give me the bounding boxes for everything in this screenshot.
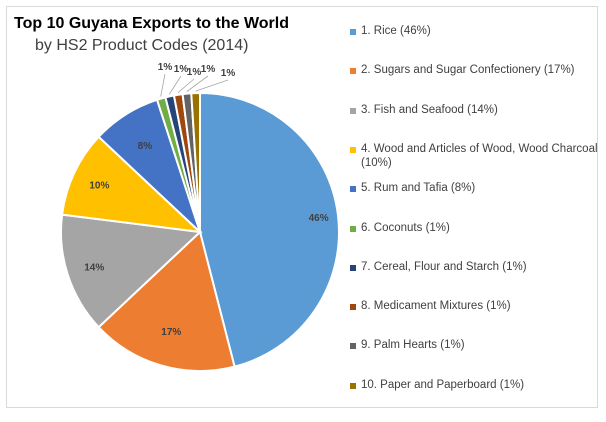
slice-data-label: 17%: [161, 327, 181, 338]
leader-line: [186, 75, 209, 92]
legend-item: 1. Rice (46%): [350, 24, 431, 38]
legend-item: 7. Cereal, Flour and Starch (1%): [350, 260, 527, 274]
legend-item: 4. Wood and Articles of Wood, Wood Charc…: [350, 142, 598, 170]
slice-data-label: 1%: [221, 68, 236, 79]
pie-slice: [97, 230, 236, 372]
legend-label: 10. Paper and Paperboard (1%): [361, 379, 525, 391]
leader-line: [168, 75, 182, 95]
legend-item: 3. Fish and Seafood (14%): [350, 103, 498, 117]
legend-item: 2. Sugars and Sugar Confectionery (17%): [350, 63, 575, 77]
legend-swatch: [350, 186, 356, 192]
legend-swatch: [350, 108, 356, 114]
legend-item: 9. Palm Hearts (1%): [350, 338, 465, 352]
legend-label: 7. Cereal, Flour and Starch (1%): [361, 261, 527, 273]
slice-data-label: 1%: [201, 64, 216, 75]
legend-swatch: [350, 226, 356, 232]
legend-swatch: [350, 304, 356, 310]
leader-line: [177, 78, 195, 94]
legend-item: 6. Coconuts (1%): [350, 221, 450, 235]
legend-label: 6. Coconuts (1%): [361, 222, 450, 234]
legend-swatch: [350, 147, 356, 153]
legend-label: 1. Rice (46%): [361, 25, 431, 37]
legend-swatch: [350, 265, 356, 271]
slice-data-label: 1%: [174, 64, 189, 75]
legend-label: 4. Wood and Articles of Wood, Wood Charc…: [361, 143, 598, 169]
legend-label: 5. Rum and Tafia (8%): [361, 182, 476, 194]
legend-label: 8. Medicament Mixtures (1%): [361, 300, 511, 312]
slice-data-label: 46%: [309, 213, 329, 224]
pie-slice: [60, 213, 203, 329]
legend-swatch: [350, 29, 356, 35]
legend-swatch: [350, 68, 356, 74]
leader-line: [195, 79, 229, 92]
legend-item: 8. Medicament Mixtures (1%): [350, 299, 511, 313]
pie-slice: [190, 91, 201, 233]
slice-data-label: 1%: [158, 62, 173, 73]
legend-item: 10. Paper and Paperboard (1%): [350, 378, 524, 392]
legend-swatch: [350, 383, 356, 389]
legend-item: 5. Rum and Tafia (8%): [350, 181, 475, 195]
slice-data-label: 14%: [84, 262, 104, 273]
pie-slice: [199, 91, 340, 368]
chart-title: Top 10 Guyana Exports to the World: [14, 15, 289, 32]
chart-subtitle: by HS2 Product Codes (2014): [35, 37, 249, 54]
pie-slice: [60, 135, 203, 234]
legend-label: 3. Fish and Seafood (14%): [361, 104, 498, 116]
slice-data-label: 8%: [138, 141, 153, 152]
legend-label: 2. Sugars and Sugar Confectionery (17%): [361, 64, 575, 76]
legend-swatch: [350, 343, 356, 349]
leader-line: [160, 73, 166, 97]
legend-label: 9. Palm Hearts (1%): [361, 339, 465, 351]
slice-data-label: 1%: [187, 67, 202, 78]
slice-data-label: 10%: [89, 181, 109, 192]
